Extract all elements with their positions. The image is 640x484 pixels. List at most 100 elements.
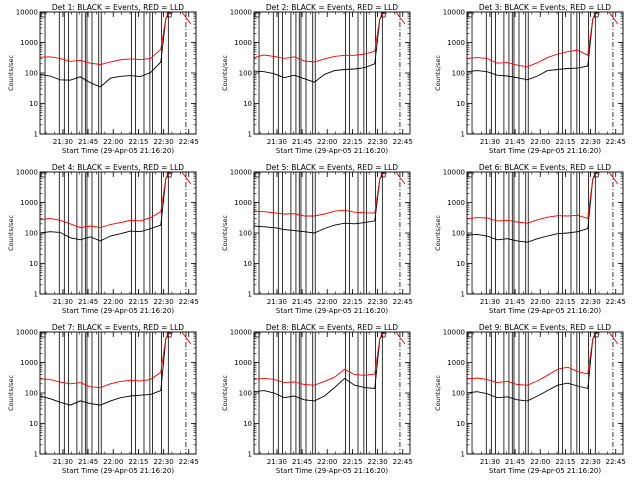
- y-tick-label: 10000: [443, 329, 465, 337]
- panel-2: Det 2: BLACK = Events, RED = LLD Counts/s…: [221, 3, 413, 155]
- x-axis-label: Start Time (29-Apr-05 21:16:20): [276, 147, 388, 155]
- y-tick-label: 10000: [230, 329, 252, 337]
- x-tick-label: 22:15: [555, 138, 575, 146]
- y-tick-label: 100: [25, 70, 38, 78]
- y-tick-label: 10000: [230, 169, 252, 177]
- x-tick-label: 21:45: [292, 138, 312, 146]
- y-tick-label: 1000: [447, 39, 465, 47]
- y-tick-label: 10000: [230, 9, 252, 17]
- plot-frame: [253, 331, 411, 455]
- y-tick-label: 1: [461, 131, 465, 139]
- x-tick-label: 22:00: [530, 458, 550, 466]
- x-tick-label: 22:30: [580, 298, 600, 306]
- plot-frame: [253, 171, 411, 295]
- corner-marker: [166, 12, 172, 18]
- x-tick-label: 22:30: [367, 298, 387, 306]
- y-tick-label: 10: [243, 260, 252, 268]
- x-tick-label: 21:45: [505, 138, 525, 146]
- y-tick-label: 10: [29, 100, 38, 108]
- x-tick-label: 22:45: [179, 298, 199, 306]
- x-tick-label: 22:30: [367, 138, 387, 146]
- x-tick-label: 21:45: [505, 458, 525, 466]
- y-axis-label: Counts/sec: [221, 375, 229, 411]
- x-tick-label: 21:30: [267, 298, 287, 306]
- plot-area: [40, 12, 192, 134]
- x-axis-label: Start Time (29-Apr-05 21:16:20): [62, 147, 174, 155]
- corner-marker: [380, 12, 386, 18]
- events-series-line: [467, 332, 598, 402]
- x-tick-label: 21:45: [78, 458, 98, 466]
- y-tick-label: 100: [452, 230, 465, 238]
- x-axis-label: Start Time (29-Apr-05 21:16:20): [276, 307, 388, 315]
- y-tick-label: 10000: [16, 9, 38, 17]
- corner-marker: [593, 172, 599, 178]
- y-tick-label: 100: [452, 70, 465, 78]
- x-tick-label: 21:45: [505, 298, 525, 306]
- x-tick-label: 22:15: [128, 138, 148, 146]
- y-tick-label: 10: [456, 260, 465, 268]
- panel-4: Det 4: BLACK = Events, RED = LLD Counts/s…: [7, 163, 199, 315]
- x-tick-label: 22:30: [153, 458, 173, 466]
- plot-frame: [466, 11, 624, 135]
- x-tick-label: 21:30: [480, 458, 500, 466]
- x-tick-label: 21:30: [53, 298, 73, 306]
- x-axis-label: Start Time (29-Apr-05 21:16:20): [489, 147, 601, 155]
- panel-title: Det 6: BLACK = Events, RED = LLD: [479, 163, 611, 172]
- y-tick-label: 1000: [20, 359, 38, 367]
- y-axis-label: Counts/sec: [221, 215, 229, 251]
- plot-area: [467, 332, 619, 454]
- plot-area: [254, 172, 406, 294]
- y-tick-label: 1000: [234, 359, 252, 367]
- panel-title: Det 1: BLACK = Events, RED = LLD: [52, 3, 184, 12]
- corner-marker: [40, 12, 46, 18]
- x-tick-label: 22:00: [530, 298, 550, 306]
- x-tick-label: 22:45: [606, 138, 626, 146]
- y-tick-label: 10000: [16, 169, 38, 177]
- y-tick-label: 100: [239, 230, 252, 238]
- y-axis-label: Counts/sec: [434, 375, 442, 411]
- corner-marker: [254, 172, 260, 178]
- y-tick-label: 1: [248, 131, 252, 139]
- x-tick-label: 22:15: [555, 298, 575, 306]
- x-tick-label: 22:00: [103, 138, 123, 146]
- panel-title: Det 7: BLACK = Events, RED = LLD: [52, 323, 184, 332]
- y-tick-label: 10: [243, 420, 252, 428]
- y-tick-label: 1: [248, 291, 252, 299]
- y-tick-label: 10: [29, 420, 38, 428]
- panel-title: Det 2: BLACK = Events, RED = LLD: [266, 3, 398, 12]
- x-tick-label: 21:30: [480, 298, 500, 306]
- panel-9: Det 9: BLACK = Events, RED = LLD Counts/s…: [434, 323, 626, 475]
- x-tick-label: 22:15: [128, 298, 148, 306]
- x-tick-label: 22:45: [179, 138, 199, 146]
- x-tick-label: 22:45: [606, 458, 626, 466]
- x-tick-label: 22:45: [606, 298, 626, 306]
- corner-marker: [254, 332, 260, 338]
- events-series-line: [467, 172, 598, 243]
- x-tick-label: 21:30: [267, 458, 287, 466]
- corner-marker: [593, 332, 599, 338]
- x-axis-label: Start Time (29-Apr-05 21:16:20): [62, 307, 174, 315]
- x-tick-label: 21:45: [292, 298, 312, 306]
- x-tick-label: 22:30: [153, 138, 173, 146]
- x-axis-label: Start Time (29-Apr-05 21:16:20): [489, 307, 601, 315]
- x-tick-label: 21:30: [480, 138, 500, 146]
- y-tick-label: 1: [248, 451, 252, 459]
- corner-marker: [380, 332, 386, 338]
- plot-frame: [39, 11, 197, 135]
- panel-7: Det 7: BLACK = Events, RED = LLD Counts/s…: [7, 323, 199, 475]
- x-tick-label: 22:45: [179, 458, 199, 466]
- y-tick-label: 10000: [443, 169, 465, 177]
- x-tick-label: 22:30: [580, 138, 600, 146]
- y-tick-label: 1000: [447, 199, 465, 207]
- corner-marker: [593, 12, 599, 18]
- x-tick-label: 22:00: [317, 458, 337, 466]
- x-tick-label: 22:30: [153, 298, 173, 306]
- plot-area: [467, 12, 619, 134]
- corner-marker: [166, 172, 172, 178]
- x-tick-label: 22:45: [393, 298, 413, 306]
- corner-marker: [40, 172, 46, 178]
- plot-frame: [253, 11, 411, 135]
- y-tick-label: 1: [34, 451, 38, 459]
- x-tick-label: 21:30: [53, 458, 73, 466]
